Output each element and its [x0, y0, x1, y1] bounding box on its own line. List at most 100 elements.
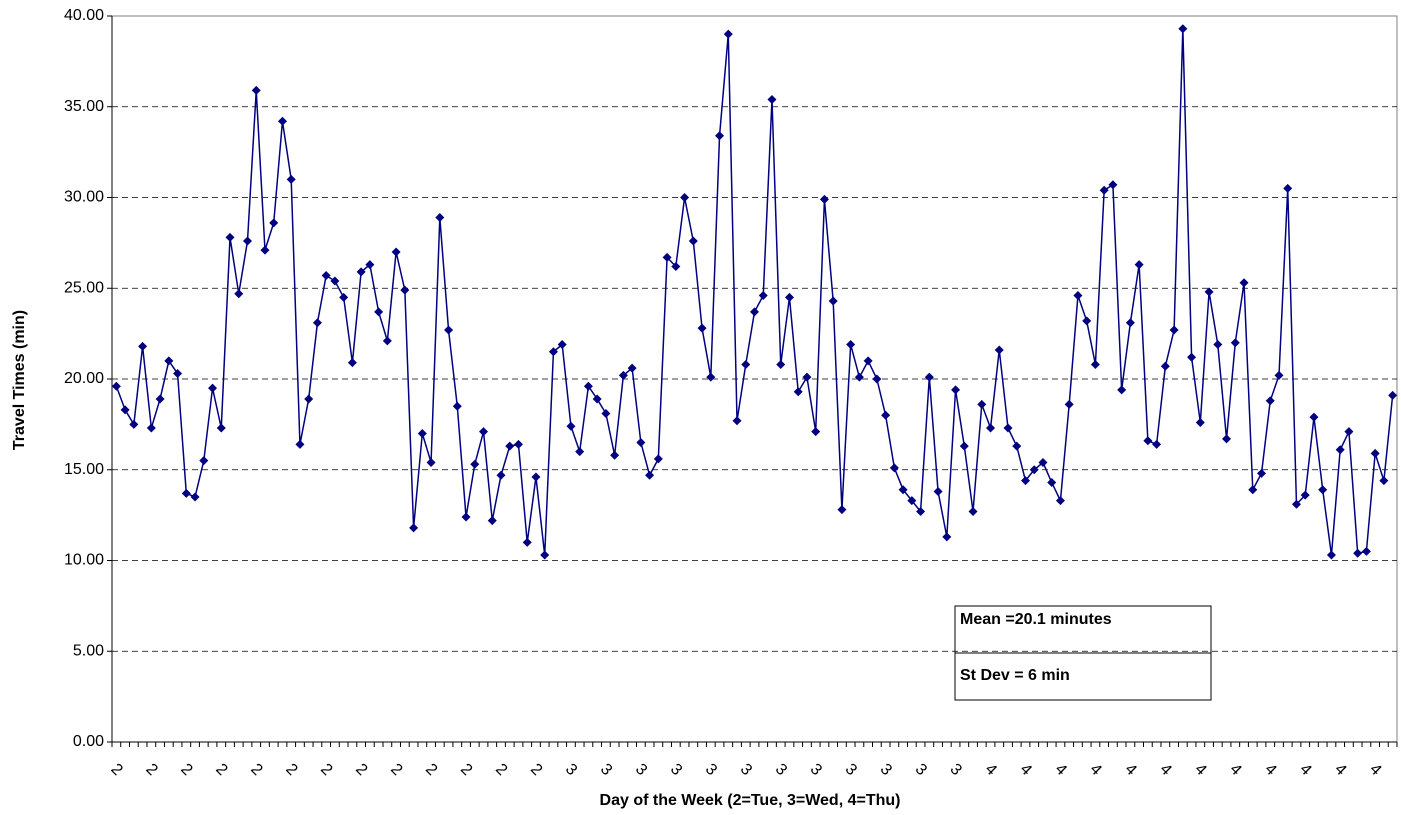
- data-point: [164, 356, 174, 366]
- data-point: [627, 363, 637, 373]
- data-point: [1029, 465, 1039, 475]
- y-axis-title: Travel Times (min): [11, 310, 28, 450]
- data-point: [1257, 468, 1267, 478]
- x-tick-label: 4: [982, 761, 1000, 779]
- data-point: [1160, 361, 1170, 371]
- data-point: [1388, 390, 1398, 400]
- data-point: [662, 252, 672, 262]
- data-point: [505, 441, 515, 451]
- data-point: [1248, 485, 1258, 495]
- x-tick-label: 2: [457, 761, 475, 779]
- data-point: [872, 374, 882, 384]
- data-point: [854, 372, 864, 382]
- data-point: [802, 372, 812, 382]
- x-tick-label: 3: [807, 761, 825, 779]
- data-point: [618, 370, 628, 380]
- x-tick-label: 3: [632, 761, 650, 779]
- data-point: [409, 523, 419, 533]
- data-line: [115, 28, 1394, 556]
- y-tick-label: 0.00: [73, 733, 104, 750]
- x-tick-label: 2: [527, 761, 545, 779]
- data-point: [251, 85, 261, 95]
- data-point: [295, 439, 305, 449]
- data-point: [548, 347, 558, 357]
- data-point: [977, 399, 987, 409]
- x-tick-label: 3: [842, 761, 860, 779]
- x-tick-label: 3: [772, 761, 790, 779]
- data-point: [784, 292, 794, 302]
- data-point: [1361, 546, 1371, 556]
- data-point: [374, 307, 384, 317]
- data-point: [304, 394, 314, 404]
- data-point: [907, 496, 917, 506]
- data-point: [819, 194, 829, 204]
- data-point: [898, 485, 908, 495]
- data-point: [540, 550, 550, 560]
- x-tick-label: 4: [1156, 761, 1174, 779]
- data-point: [1370, 448, 1380, 458]
- x-tick-label: 2: [107, 761, 125, 779]
- data-point: [592, 394, 602, 404]
- data-point: [924, 372, 934, 382]
- x-tick-label: 4: [1261, 761, 1279, 779]
- data-point: [1012, 441, 1022, 451]
- x-tick-label: 4: [1331, 761, 1349, 779]
- data-point: [173, 369, 183, 379]
- x-tick-label: 3: [877, 761, 895, 779]
- data-point: [1090, 359, 1100, 369]
- data-point: [1117, 385, 1127, 395]
- data-point: [767, 94, 777, 104]
- data-point: [444, 325, 454, 335]
- x-tick-label: 2: [177, 761, 195, 779]
- data-point: [951, 385, 961, 395]
- data-point: [1265, 396, 1275, 406]
- data-point: [181, 488, 191, 498]
- data-point: [155, 394, 165, 404]
- data-point: [208, 383, 218, 393]
- data-point: [1073, 291, 1083, 301]
- annotation: Mean =20.1 minutes: [960, 611, 1112, 628]
- data-point: [1055, 496, 1065, 506]
- data-point: [942, 532, 952, 542]
- data-point: [487, 516, 497, 526]
- data-point: [680, 193, 690, 202]
- y-tick-label: 5.00: [73, 642, 104, 659]
- data-point: [531, 472, 541, 482]
- data-point: [461, 512, 471, 522]
- data-point: [1187, 352, 1197, 362]
- data-point: [1213, 340, 1223, 350]
- data-point: [1020, 476, 1030, 486]
- x-tick-label: 4: [1086, 761, 1104, 779]
- data-point: [1318, 485, 1328, 495]
- x-tick-label: 4: [1121, 761, 1139, 779]
- data-point: [321, 271, 331, 281]
- data-point: [400, 285, 410, 295]
- data-point: [566, 421, 576, 431]
- data-point: [863, 356, 873, 366]
- data-point: [583, 381, 593, 391]
- data-point: [1169, 325, 1179, 335]
- x-tick-label: 2: [352, 761, 370, 779]
- x-tick-label: 3: [667, 761, 685, 779]
- data-point: [120, 405, 130, 415]
- y-tick-label: 20.00: [64, 370, 104, 387]
- data-point: [138, 341, 148, 351]
- data-point: [881, 410, 891, 420]
- data-point: [479, 427, 489, 437]
- data-point: [671, 261, 681, 271]
- data-point: [260, 245, 270, 255]
- x-tick-label: 4: [1226, 761, 1244, 779]
- data-point: [1003, 423, 1013, 433]
- y-tick-label: 40.00: [64, 7, 104, 24]
- data-point: [1283, 183, 1293, 193]
- data-point: [1326, 550, 1336, 560]
- data-point: [758, 291, 768, 301]
- data-point: [610, 450, 620, 460]
- data-point: [811, 427, 821, 437]
- data-point: [715, 131, 725, 141]
- data-point: [286, 174, 296, 184]
- data-point: [1344, 427, 1354, 437]
- data-point: [129, 419, 139, 429]
- x-tick-label: 4: [1017, 761, 1035, 779]
- x-tick-label: 3: [737, 761, 755, 779]
